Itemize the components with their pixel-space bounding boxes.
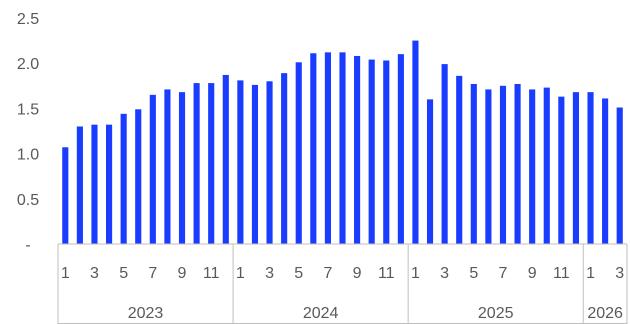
month-tick-label: 5 [294,265,303,282]
bar [529,89,536,244]
bar [106,124,113,244]
y-tick-label: 0.5 [17,192,39,209]
bar [237,80,244,244]
month-tick-label: 3 [90,265,99,282]
y-tick-label: 2.5 [17,11,39,28]
month-tick-label: 1 [411,265,420,282]
bar-series [62,40,623,245]
month-tick-label: 3 [440,265,449,282]
bar [558,96,565,245]
month-tick-label: 7 [148,265,157,282]
month-tick-label: 3 [265,265,274,282]
bar [499,85,507,244]
x-axis: 1 3 5 7 9 11 2023 1 3 5 7 9 11 2024 1 3 5 7 9 11 2025 1 3 2026 [57,244,628,324]
bar [149,94,156,244]
bar [76,126,83,244]
month-tick-label: 11 [553,265,570,282]
bar [426,99,434,244]
y-axis-ticks: - 0.5 1.0 1.5 2.0 2.5 [17,11,39,254]
year-label: 2024 [303,305,339,322]
month-tick-label: 5 [469,265,478,282]
bar [120,113,127,244]
bar [178,92,186,244]
y-tick-label: 1.0 [17,147,39,164]
year-label: 2025 [478,305,514,322]
bar [587,92,594,244]
month-tick-label: 9 [353,265,362,282]
bar [251,84,259,245]
year-label: 2023 [128,305,164,322]
bar [412,40,419,244]
bar [456,75,463,244]
y-tick-label: - [25,237,30,254]
bar [310,53,317,245]
bar [222,74,229,244]
bar [193,83,200,244]
bar [572,92,579,244]
bar [441,64,448,244]
month-tick-label: 11 [203,265,220,282]
bar [164,89,171,244]
month-tick-label: 7 [499,265,508,282]
year-label: 2026 [587,305,623,322]
y-tick-label: 1.5 [17,101,39,118]
bar [514,83,521,245]
month-tick-label: 5 [119,265,128,282]
bar [208,83,215,244]
bar [368,59,375,244]
month-tick-label: 3 [615,265,624,282]
bar [485,89,492,244]
month-tick-label: 9 [178,265,187,282]
bar [383,60,390,244]
bar [62,147,69,244]
bar [135,109,142,244]
month-tick-label: 7 [323,265,332,282]
bar [281,73,288,244]
bar [616,107,623,244]
bar [295,62,302,244]
month-tick-label: 1 [61,265,70,282]
month-tick-label: 9 [528,265,537,282]
month-tick-label: 11 [378,265,395,282]
month-tick-label: 1 [586,265,595,282]
bar [91,124,98,244]
bar [602,98,609,245]
month-tick-label: 1 [236,265,245,282]
bar [339,52,346,244]
bar [324,52,331,244]
y-tick-label: 2.0 [17,56,39,73]
bar [397,54,404,244]
bar [266,81,273,244]
bar [543,87,550,244]
bar [470,83,477,245]
bar [354,55,361,244]
